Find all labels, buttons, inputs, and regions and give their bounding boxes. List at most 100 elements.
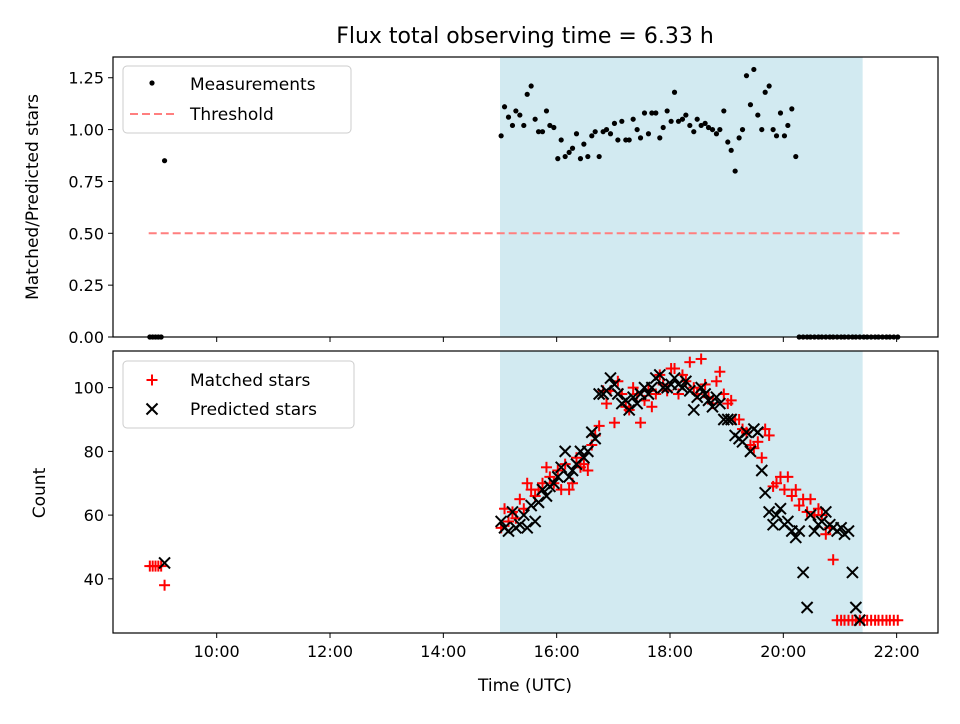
measurement-point — [747, 102, 754, 108]
measurement-point — [524, 91, 530, 97]
measurement-point — [634, 126, 640, 133]
predicted-star-point — [698, 387, 712, 401]
predicted-star-point — [611, 387, 625, 401]
predicted-star-point — [600, 384, 613, 398]
measurement-point — [581, 141, 587, 147]
measurement-point — [543, 108, 550, 114]
matched-star-point — [627, 382, 639, 394]
predicted-star-point — [744, 445, 757, 458]
measurement-point — [664, 108, 670, 114]
matched-star-point — [521, 477, 533, 489]
predicted-star-point — [849, 601, 863, 614]
measurement-point — [725, 139, 731, 145]
predicted-star-point — [581, 445, 595, 458]
matched-star-point — [778, 484, 790, 496]
measurement-point — [577, 156, 584, 162]
matched-star-point — [669, 363, 681, 375]
predicted-star-point — [566, 464, 579, 477]
matched-star-point — [159, 579, 171, 591]
predicted-star-point — [562, 470, 576, 484]
predicted-star-point — [577, 451, 591, 464]
top-axes-frame — [112, 56, 939, 338]
matched-star-point — [892, 614, 904, 626]
measurement-point — [705, 124, 712, 131]
predicted-star-point — [740, 426, 753, 439]
matched-star-point — [756, 452, 768, 464]
measurement-point — [509, 122, 516, 129]
predicted-star-point — [592, 387, 606, 401]
measurement-point — [671, 89, 678, 95]
measurement-point — [558, 137, 564, 143]
predicted-star-point — [517, 508, 531, 522]
legend-marker-matched — [146, 374, 158, 386]
measurement-point — [505, 114, 512, 120]
predicted-star-point — [846, 566, 859, 579]
matched-star-point — [733, 414, 745, 426]
measurement-point — [649, 110, 655, 116]
predicted-star-point — [619, 394, 632, 407]
measurement-point — [785, 122, 791, 129]
matched-star-point — [793, 500, 805, 512]
measurement-point — [683, 112, 689, 118]
predicted-star-point — [506, 505, 519, 519]
legend-label-matched: Matched stars — [190, 371, 310, 391]
measurement-point — [717, 126, 723, 133]
predicted-star-point — [789, 531, 802, 544]
matched-star-point — [714, 366, 726, 378]
measurement-point — [777, 110, 784, 116]
measurement-point — [766, 83, 772, 89]
measurement-point — [532, 116, 538, 122]
predicted-star-point — [502, 524, 515, 538]
bottom-x-tick-label: 14:00 — [420, 642, 466, 661]
predicted-star-point — [520, 521, 534, 535]
top-panel: Flux total observing time = 6.33 h 0.00 0… — [23, 24, 939, 347]
matched-star-point — [608, 417, 620, 429]
legend-marker-measurements — [149, 80, 155, 86]
measurement-point — [596, 153, 602, 160]
measurement-point — [573, 131, 580, 137]
predicted-star-point — [604, 371, 617, 385]
measurement-point — [607, 131, 614, 137]
matched-star-point — [820, 528, 832, 540]
predicted-star-point — [736, 435, 749, 449]
predicted-star-point — [540, 489, 553, 503]
predicted-star-point — [653, 368, 666, 382]
bottom-x-tick-label: 16:00 — [534, 642, 580, 661]
measurement-point — [668, 118, 674, 124]
bottom-y-tick-label: 60 — [84, 506, 104, 525]
matched-star-point — [710, 375, 722, 387]
bottom-x-tick-label: 10:00 — [194, 642, 240, 661]
matched-star-point — [684, 356, 696, 368]
measurement-point — [728, 147, 734, 153]
observing-window-span — [500, 57, 863, 337]
bottom-x-tick-label: 12:00 — [307, 642, 353, 661]
legend-label-threshold: Threshold — [189, 105, 274, 125]
predicted-star-point — [676, 381, 689, 394]
bottom-y-axis-label: Count — [30, 467, 50, 518]
matched-star-point — [752, 436, 764, 448]
predicted-star-point — [792, 524, 806, 538]
predicted-star-point — [622, 403, 636, 417]
measurement-point — [562, 153, 568, 160]
measurement-point — [498, 133, 504, 139]
predicted-star-point — [842, 524, 855, 538]
predicted-star-point — [656, 381, 670, 394]
matched-star-point — [601, 398, 613, 410]
matched-star-point — [635, 417, 647, 429]
predicted-star-point — [690, 390, 704, 404]
x-axis-label: Time (UTC) — [477, 676, 572, 696]
matched-star-point — [782, 471, 794, 483]
bottom-x-tick-label: 20:00 — [760, 642, 806, 661]
measurement-point — [732, 168, 738, 174]
top-y-tick-label: 0.75 — [68, 172, 104, 191]
measurement-point — [773, 133, 780, 139]
measurement-point — [513, 108, 519, 114]
measurement-point — [709, 126, 716, 133]
matched-star-point — [695, 353, 707, 365]
measurement-point — [679, 116, 686, 122]
matched-star-point — [805, 493, 817, 505]
predicted-star-point — [804, 508, 817, 522]
bottom-x-tick-label: 18:00 — [647, 642, 693, 661]
measurement-point — [528, 83, 534, 89]
